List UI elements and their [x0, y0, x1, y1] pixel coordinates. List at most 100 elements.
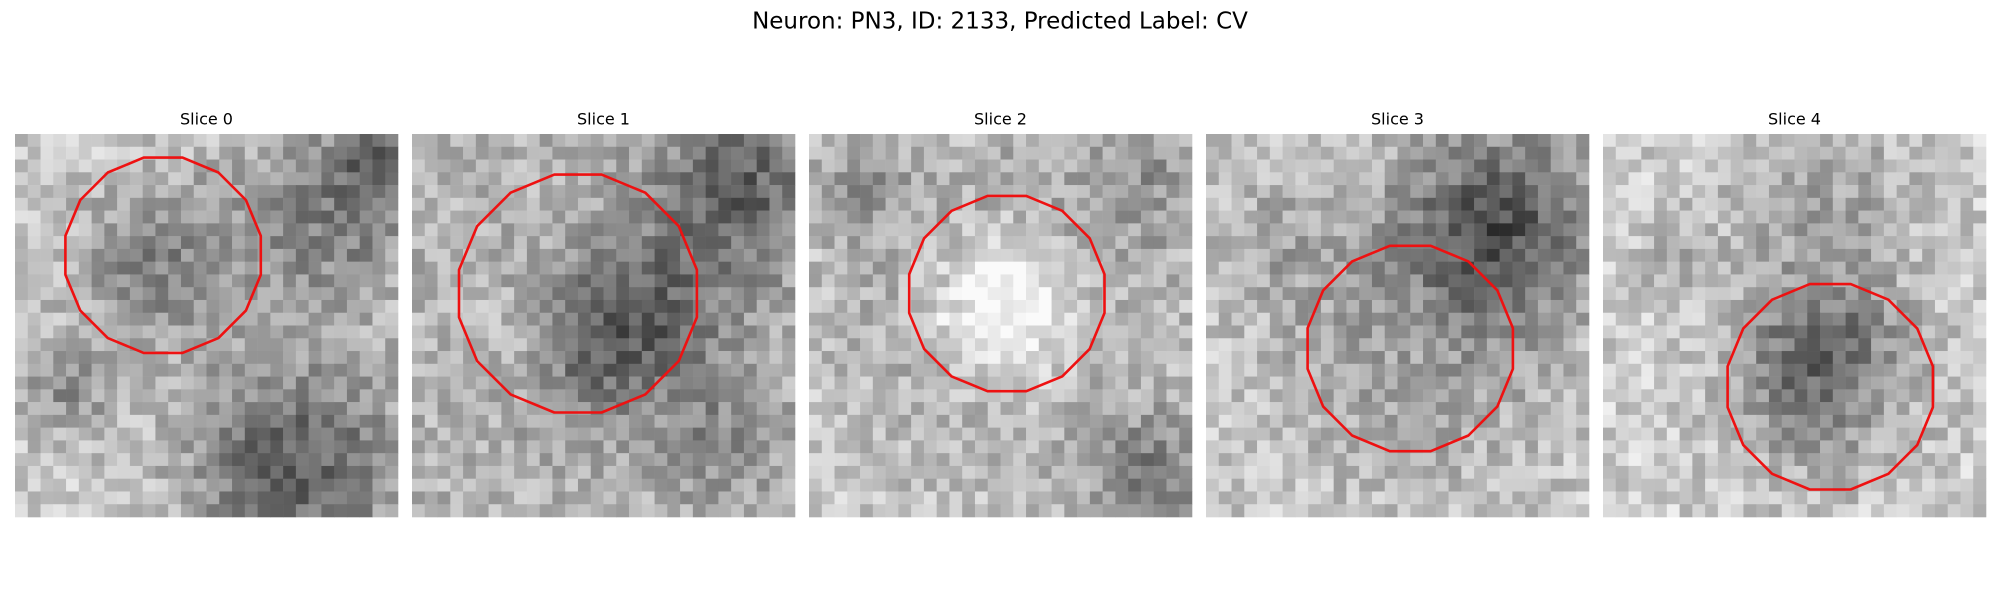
pixel [27, 197, 41, 211]
pixel [1628, 427, 1642, 441]
pixel [1153, 287, 1167, 301]
pixel [743, 159, 757, 173]
pixel [66, 363, 80, 377]
pixel [1153, 261, 1167, 275]
pixel [244, 185, 258, 199]
pixel [1423, 261, 1437, 275]
pixel [654, 351, 668, 365]
pixel [756, 159, 770, 173]
pixel [180, 389, 195, 403]
pixel [847, 210, 861, 224]
pixel [769, 427, 783, 441]
pixel [834, 146, 848, 160]
pixel [1089, 402, 1103, 416]
pixel [718, 376, 732, 390]
pixel [514, 261, 528, 275]
pixel [219, 261, 233, 275]
pixel [283, 210, 297, 224]
pixel [1486, 223, 1500, 237]
pixel [168, 197, 182, 211]
pixel [155, 236, 169, 250]
pixel [641, 414, 655, 428]
pixel [1282, 223, 1296, 237]
pixel [1206, 351, 1220, 365]
pixel [1128, 197, 1142, 211]
pixel [1909, 223, 1923, 237]
pixel [1896, 236, 1910, 250]
pixel [1845, 197, 1859, 211]
pixel [1883, 197, 1897, 211]
pixel [193, 299, 207, 314]
pixel [295, 376, 309, 390]
pixel [705, 491, 719, 505]
pixel [885, 274, 899, 288]
pixel [283, 325, 297, 339]
pixel [1179, 414, 1193, 428]
pixel [577, 261, 592, 275]
pixel [155, 172, 169, 186]
pixel [1576, 338, 1590, 352]
pixel [142, 325, 156, 339]
pixel [834, 325, 848, 339]
pixel [1934, 465, 1948, 479]
pixel [616, 197, 630, 211]
pixel [1102, 338, 1116, 352]
pixel [1641, 312, 1655, 326]
pixel [1679, 261, 1693, 275]
pixel [987, 210, 1001, 224]
pixel [1909, 287, 1923, 301]
pixel [1089, 197, 1103, 211]
pixel [885, 172, 899, 186]
pixel [577, 312, 592, 326]
pixel [424, 134, 438, 148]
pixel [283, 287, 297, 301]
pixel [206, 146, 220, 160]
pixel [809, 210, 823, 224]
pixel [962, 261, 976, 275]
pixel [1051, 159, 1065, 173]
pixel [847, 465, 861, 479]
pixel [488, 376, 502, 390]
pixel [1654, 287, 1668, 301]
pixel [756, 363, 770, 377]
pixel [437, 287, 451, 301]
pixel [782, 312, 796, 326]
pixel [898, 389, 912, 403]
pixel [1397, 504, 1411, 518]
pixel [1231, 223, 1245, 237]
pixel [1244, 402, 1258, 416]
pixel [91, 414, 105, 428]
pixel [1038, 299, 1052, 314]
pixel [962, 210, 976, 224]
pixel [1641, 478, 1655, 492]
pixel [514, 504, 528, 518]
pixel [629, 299, 643, 314]
pixel [756, 185, 770, 199]
pixel [692, 172, 706, 186]
pixel [1013, 491, 1027, 505]
pixel [219, 210, 233, 224]
pixel [1692, 440, 1706, 454]
pixel [1845, 440, 1859, 454]
pixel [1768, 376, 1783, 390]
pixel [346, 197, 360, 211]
pixel [66, 504, 80, 518]
pixel [1140, 274, 1154, 288]
pixel [1705, 210, 1719, 224]
pixel [1308, 274, 1322, 288]
pixel [847, 197, 861, 211]
pixel [437, 261, 451, 275]
pixel [756, 274, 770, 288]
pixel [526, 453, 540, 467]
pixel [1077, 504, 1091, 518]
pixel [1435, 465, 1449, 479]
pixel [1550, 223, 1564, 237]
pixel [1038, 491, 1052, 505]
pixel [552, 312, 566, 326]
pixel [1832, 440, 1846, 454]
pixel [1153, 414, 1167, 428]
pixel [295, 440, 309, 454]
pixel [847, 453, 861, 467]
pixel [616, 338, 630, 352]
